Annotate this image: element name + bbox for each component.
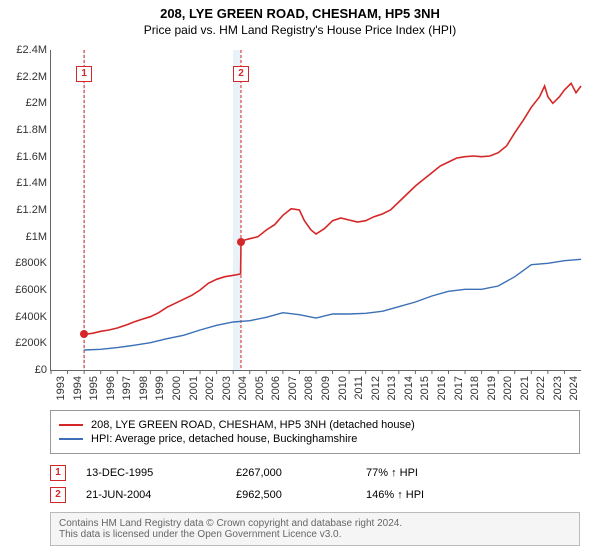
y-tick-label: £1.4M	[3, 177, 47, 189]
y-tick-label: £200K	[3, 337, 47, 349]
sale-index-box: 1	[50, 465, 66, 481]
y-tick-label: £1.2M	[3, 204, 47, 216]
legend-label: 208, LYE GREEN ROAD, CHESHAM, HP5 3NH (d…	[91, 419, 415, 431]
legend-item-property: 208, LYE GREEN ROAD, CHESHAM, HP5 3NH (d…	[59, 419, 571, 431]
table-row: 1 13-DEC-1995 £267,000 77% ↑ HPI	[50, 462, 580, 484]
legend-swatch	[59, 438, 83, 440]
sale-dot	[237, 238, 245, 246]
sale-delta: 146% ↑ HPI	[366, 489, 424, 501]
sale-dot	[80, 330, 88, 338]
y-tick-label: £600K	[3, 284, 47, 296]
legend-swatch	[59, 424, 83, 426]
footer-line: Contains HM Land Registry data © Crown c…	[59, 518, 571, 529]
legend-item-hpi: HPI: Average price, detached house, Buck…	[59, 433, 571, 445]
y-tick-label: £1.6M	[3, 151, 47, 163]
y-tick-label: £1M	[3, 231, 47, 243]
y-tick-label: £800K	[3, 257, 47, 269]
sale-index-box: 2	[50, 487, 66, 503]
sale-marker-label: 1	[76, 66, 92, 82]
sales-table: 1 13-DEC-1995 £267,000 77% ↑ HPI 2 21-JU…	[50, 462, 580, 506]
chart-subtitle: Price paid vs. HM Land Registry's House …	[0, 23, 600, 37]
sale-marker-label: 2	[233, 66, 249, 82]
legend-label: HPI: Average price, detached house, Buck…	[91, 433, 357, 445]
y-tick-label: £2.4M	[3, 44, 47, 56]
series-property	[84, 83, 581, 334]
footer: Contains HM Land Registry data © Crown c…	[50, 512, 580, 546]
sale-date: 13-DEC-1995	[86, 467, 196, 479]
footer-line: This data is licensed under the Open Gov…	[59, 529, 571, 540]
y-tick-label: £0	[3, 364, 47, 376]
y-tick-label: £2M	[3, 97, 47, 109]
chart-lines	[51, 50, 581, 370]
chart-title-block: 208, LYE GREEN ROAD, CHESHAM, HP5 3NH Pr…	[0, 0, 600, 37]
plot: £0£200K£400K£600K£800K£1M£1.2M£1.4M£1.6M…	[50, 50, 581, 371]
y-tick-label: £2.2M	[3, 71, 47, 83]
sale-price: £962,500	[236, 489, 326, 501]
sale-date: 21-JUN-2004	[86, 489, 196, 501]
sale-price: £267,000	[236, 467, 326, 479]
chart-title: 208, LYE GREEN ROAD, CHESHAM, HP5 3NH	[0, 6, 600, 21]
y-tick-label: £1.8M	[3, 124, 47, 136]
sale-delta: 77% ↑ HPI	[366, 467, 418, 479]
legend: 208, LYE GREEN ROAD, CHESHAM, HP5 3NH (d…	[50, 410, 580, 454]
y-tick-label: £400K	[3, 311, 47, 323]
table-row: 2 21-JUN-2004 £962,500 146% ↑ HPI	[50, 484, 580, 506]
chart-area: £0£200K£400K£600K£800K£1M£1.2M£1.4M£1.6M…	[50, 50, 580, 370]
series-hpi	[84, 259, 581, 350]
